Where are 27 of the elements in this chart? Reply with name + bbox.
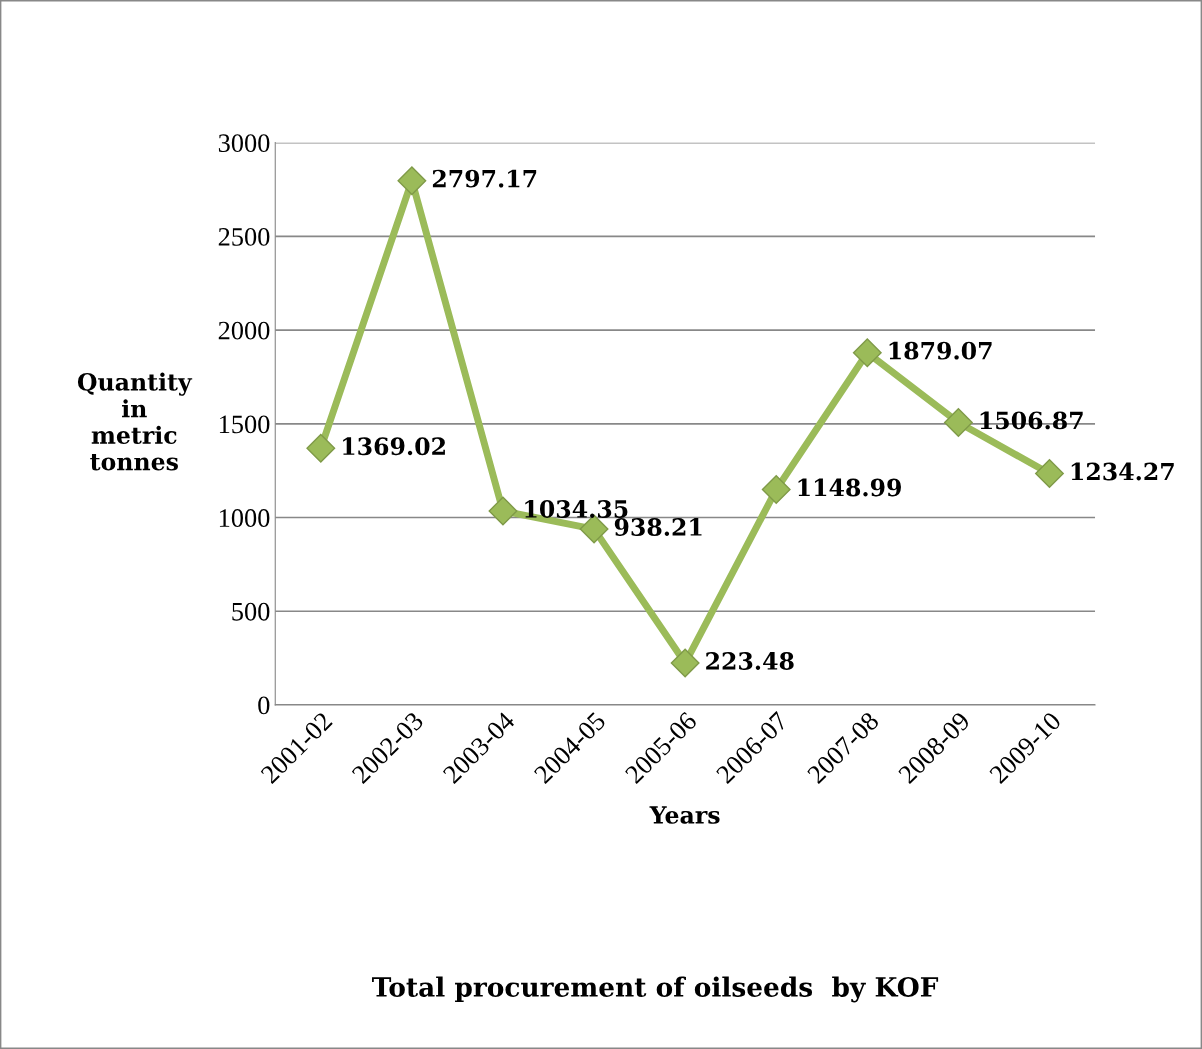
point xyxy=(1035,459,1064,489)
y-tick-label: 1000 xyxy=(219,509,270,527)
text: Total procurement of oilseeds by KOF xyxy=(372,976,939,1003)
point xyxy=(306,433,336,463)
data-label: 938.21 xyxy=(614,518,702,536)
data-label: 1148.99 xyxy=(798,478,901,497)
y-tick-label: 500 xyxy=(232,602,270,621)
point xyxy=(397,166,427,196)
data-label: 1234.27 xyxy=(1071,462,1174,481)
data-label: 1506.87 xyxy=(980,411,1083,430)
y-axis-title: Quantity in metric tonnes xyxy=(77,372,193,471)
point xyxy=(488,496,518,526)
point xyxy=(761,475,791,505)
y-tick-label: 0 xyxy=(258,696,270,715)
data-label: 1369.02 xyxy=(343,437,445,456)
data-label: 1879.07 xyxy=(889,341,992,360)
y-tick-label: 1500 xyxy=(219,415,270,434)
point xyxy=(943,408,973,437)
y-tick-label: 2000 xyxy=(218,321,270,340)
y-tick-label: 2500 xyxy=(218,227,270,246)
point xyxy=(670,648,700,678)
x-axis-title: Years xyxy=(649,806,720,824)
y-tick-label: 3000 xyxy=(218,134,270,153)
point xyxy=(852,338,882,368)
data-label: 1034.35 xyxy=(525,500,628,518)
data-label: 223.48 xyxy=(706,652,794,670)
data-label: 2797.17 xyxy=(432,169,537,188)
